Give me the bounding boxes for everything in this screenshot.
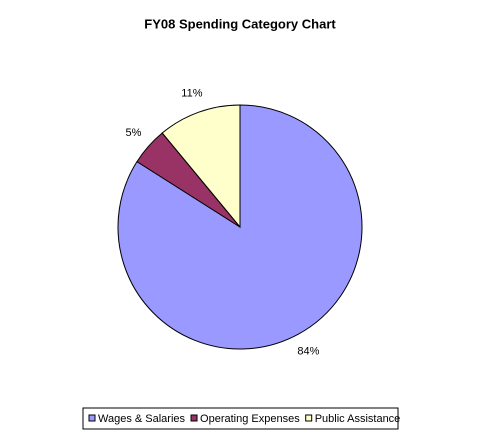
legend-label: Operating Expenses [200,413,300,425]
legend-swatch [305,414,313,422]
pie-slice [161,104,241,229]
chart-title: FY08 Spending Category Chart [144,16,336,31]
legend-label: Public Assistance [315,413,401,425]
legend-swatch [190,414,198,422]
data-label: 84% [297,345,319,357]
legend-swatch [88,414,96,422]
legend-box [82,407,399,430]
data-label: 5% [126,127,142,139]
legend-label: Wages & Salaries [98,413,186,425]
data-label: 11% [181,87,202,99]
